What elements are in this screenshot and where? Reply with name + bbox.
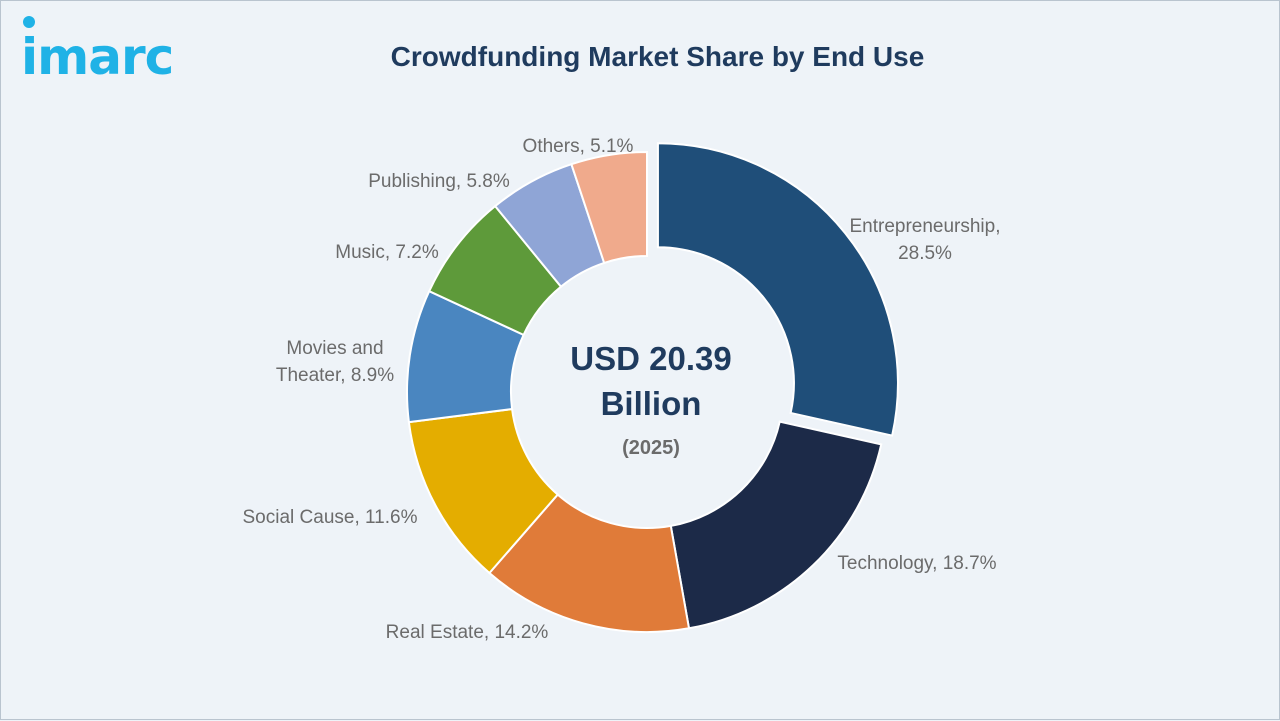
logo-dot	[23, 16, 35, 28]
slice-label-line2: 28.5%	[898, 243, 952, 264]
center-unit: Billion	[601, 385, 702, 422]
donut-slices	[406, 142, 899, 633]
chart-title: Crowdfunding Market Share by End Use	[390, 41, 925, 72]
slice-label: Publishing, 5.8%	[368, 171, 510, 192]
slice-label: Others, 5.1%	[523, 136, 634, 157]
center-value: USD 20.39	[570, 340, 731, 377]
slice-label: Social Cause, 11.6%	[243, 507, 418, 528]
slice-others	[570, 150, 648, 265]
slice-label: Movies and	[286, 338, 383, 359]
imarc-logo: imarc	[21, 28, 174, 86]
slice-label: Technology, 18.7%	[837, 553, 996, 574]
slice-entrepreneurship	[656, 142, 899, 437]
slice-label: Real Estate, 14.2%	[386, 622, 549, 643]
center-year: (2025)	[622, 437, 680, 459]
slice-technology	[669, 420, 883, 630]
slice-label-line2: Theater, 8.9%	[276, 365, 394, 386]
slice-labels: Entrepreneurship, 28.5% Technology, 18.7% R…	[243, 136, 1001, 643]
slice-label: Entrepreneurship,	[849, 216, 1000, 237]
slice-label: Music, 7.2%	[335, 242, 439, 263]
